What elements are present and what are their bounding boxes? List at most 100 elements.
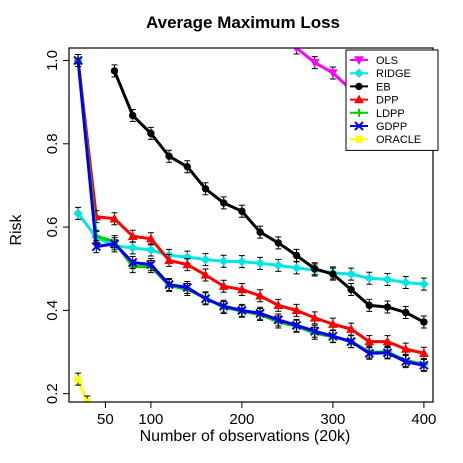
eb-point xyxy=(256,228,264,236)
eb-point xyxy=(420,318,428,326)
ridge-point xyxy=(200,254,211,265)
axes: 50 100 200 300 400 0.2 0.4 0.6 0.8 1.0 xyxy=(44,47,436,428)
eb-series xyxy=(110,64,428,329)
ridge-point xyxy=(400,277,411,288)
dpp-point xyxy=(218,281,229,290)
y-tick-label: 0.4 xyxy=(44,300,61,321)
dpp-point xyxy=(291,305,302,315)
dpp-point xyxy=(255,290,265,300)
x-tick-label: 300 xyxy=(320,411,345,428)
oracle-error-bar xyxy=(84,395,91,402)
ridge-point xyxy=(364,273,375,284)
gdpp-point xyxy=(291,320,302,331)
legend-label-oracle: ORACLE xyxy=(376,134,421,146)
dpp-point xyxy=(382,336,393,346)
ols-line xyxy=(295,48,353,91)
dpp-point xyxy=(200,269,211,279)
dpp-point xyxy=(309,312,320,322)
gdpp-point xyxy=(255,308,265,318)
legend-marker-eb xyxy=(355,82,363,91)
dpp-point xyxy=(419,348,429,357)
eb-point xyxy=(365,301,373,310)
dpp-point xyxy=(364,336,375,346)
oracle-point xyxy=(74,375,82,383)
gdpp-point xyxy=(237,305,247,316)
ridge-point xyxy=(273,260,284,271)
eb-point xyxy=(402,308,410,317)
plot-frame xyxy=(68,47,434,403)
legend-label-dpp: DPP xyxy=(376,95,399,107)
ridge-point xyxy=(73,208,83,219)
gdpp-point xyxy=(400,356,411,367)
x-tick-label: 400 xyxy=(411,411,436,428)
eb-point xyxy=(311,265,319,273)
dpp-point xyxy=(182,259,193,269)
legend-marker-dpp xyxy=(354,94,364,104)
gdpp-point xyxy=(127,257,138,268)
ridge-point xyxy=(146,245,156,255)
dpp-point xyxy=(109,213,120,223)
gdpp-point xyxy=(382,348,393,358)
plot-area xyxy=(73,48,429,402)
legend-marker-gdpp xyxy=(354,121,364,131)
legend-label-ldpp: LDPP xyxy=(376,108,405,120)
oracle-line xyxy=(76,378,89,402)
eb-point xyxy=(274,239,282,247)
x-tick-label: 200 xyxy=(229,411,254,428)
gdpp-point xyxy=(328,331,338,341)
y-tick-label: 1.0 xyxy=(44,50,61,71)
eb-point xyxy=(110,67,119,75)
ridge-point xyxy=(218,256,229,266)
legend-marker-oracle xyxy=(355,135,363,143)
ridge-point xyxy=(419,279,429,289)
eb-point xyxy=(147,129,155,138)
gdpp-point xyxy=(182,282,193,293)
ols-point xyxy=(328,69,338,79)
x-tick-label: 100 xyxy=(138,411,163,428)
eb-point xyxy=(129,111,137,120)
eb-point xyxy=(220,199,228,207)
gdpp-point xyxy=(273,315,284,325)
legend-marker-ols xyxy=(354,56,364,66)
y-axis-label: Risk xyxy=(8,213,25,245)
eb-point xyxy=(292,251,301,260)
ridge-point xyxy=(346,269,356,279)
gdpp-point xyxy=(146,259,156,270)
dpp-point xyxy=(164,255,174,265)
gdpp-point xyxy=(164,279,174,290)
x-tick-label: 50 xyxy=(97,411,114,428)
gdpp-point xyxy=(364,348,375,358)
legend-label-gdpp: GDPP xyxy=(376,121,407,133)
ridge-point xyxy=(382,274,393,285)
eb-point xyxy=(201,185,210,193)
eb-point xyxy=(183,162,192,171)
legend-marker-ldpp xyxy=(355,108,363,117)
y-tick-label: 0.8 xyxy=(44,133,61,154)
gdpp-point xyxy=(109,239,120,249)
dpp-point xyxy=(127,231,138,240)
y-tick-label: 0.2 xyxy=(44,383,61,404)
gdpp-series xyxy=(73,53,429,372)
gdpp-point xyxy=(309,326,320,336)
gdpp-point xyxy=(200,294,211,304)
dpp-point xyxy=(328,319,338,328)
ridge-point xyxy=(291,263,302,273)
dpp-point xyxy=(146,233,156,243)
gdpp-point xyxy=(91,241,102,252)
legend-label-ridge: RIDGE xyxy=(376,68,411,80)
ridge-point xyxy=(127,243,138,253)
gdpp-point xyxy=(346,336,356,347)
eb-point xyxy=(329,270,337,278)
eb-point xyxy=(165,152,173,160)
gdpp-point xyxy=(73,55,83,66)
legend-label-eb: EB xyxy=(376,81,391,93)
eb-point xyxy=(238,207,246,215)
dpp-point xyxy=(400,344,411,353)
ols-point xyxy=(309,58,320,68)
ridge-point xyxy=(255,258,265,269)
y-tick-label: 0.6 xyxy=(44,217,61,238)
chart-title: Average Maximum Loss xyxy=(146,13,340,32)
x-axis-label: Number of observations (20k) xyxy=(140,428,351,445)
